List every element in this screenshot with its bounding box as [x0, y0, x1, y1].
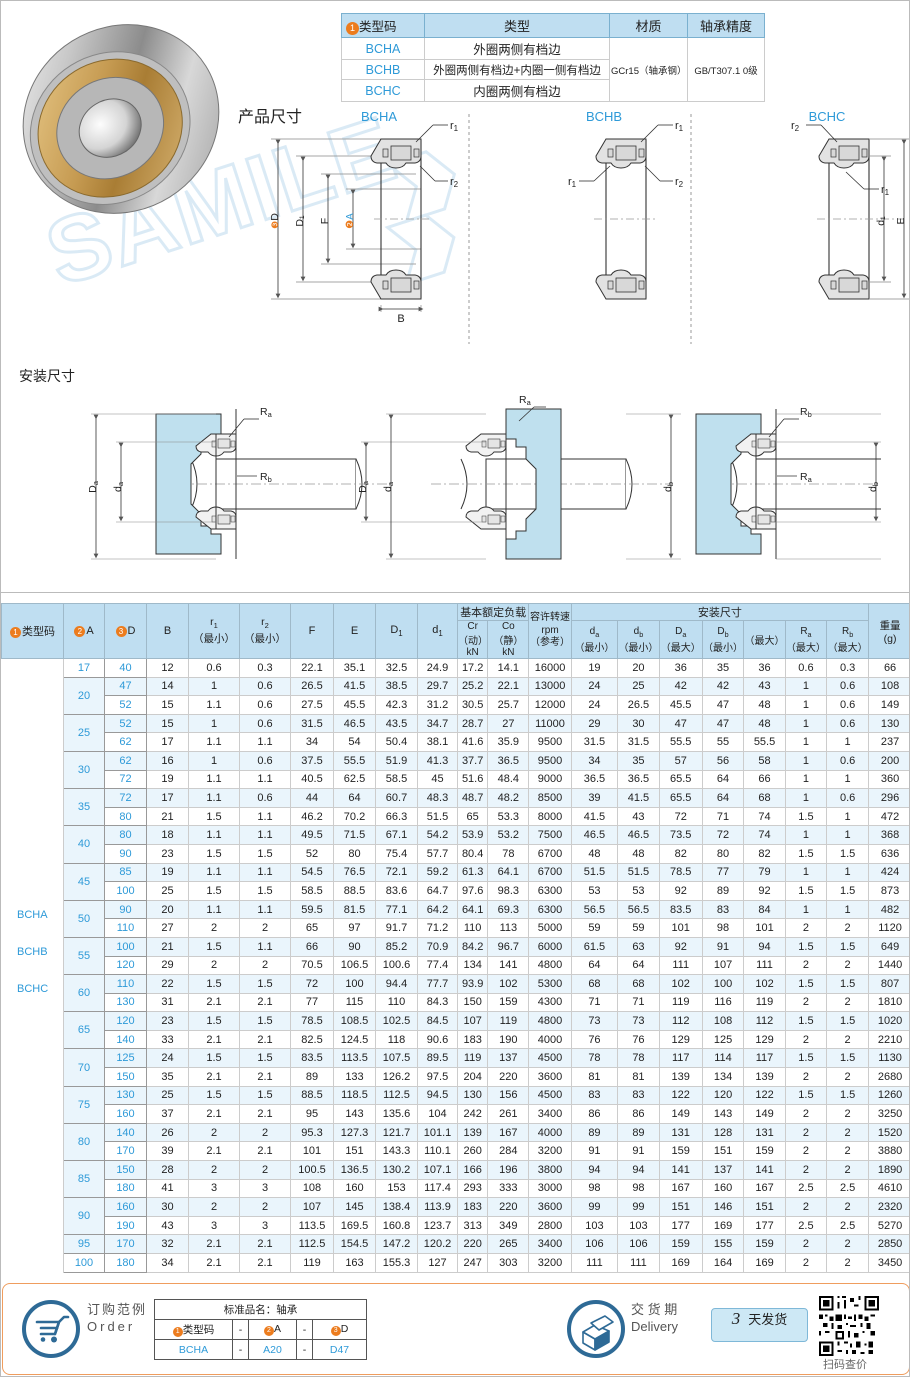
svg-text:r1: r1	[675, 120, 684, 133]
svg-text:r1: r1	[450, 120, 459, 133]
svg-text:Ra: Ra	[260, 406, 273, 419]
svg-text:r2: r2	[791, 120, 800, 133]
svg-text:d₁: d₁	[875, 216, 887, 226]
svg-text:B: B	[397, 313, 404, 325]
svg-text:r1: r1	[881, 184, 890, 197]
svg-text:BCHA: BCHA	[361, 109, 397, 124]
svg-text:da: da	[382, 481, 395, 492]
svg-text:❸D: ❸D	[269, 213, 281, 229]
svg-text:Da: Da	[87, 480, 100, 493]
svg-text:db: db	[662, 482, 675, 492]
svg-text:da: da	[112, 481, 125, 492]
svg-text:Ra: Ra	[519, 394, 532, 407]
svg-text:E: E	[895, 217, 907, 224]
svg-text:r2: r2	[675, 176, 684, 189]
svg-text:r1: r1	[568, 176, 577, 189]
svg-text:BCHC: BCHC	[809, 109, 846, 124]
svg-text:BCHB: BCHB	[586, 109, 622, 124]
svg-text:r2: r2	[450, 176, 459, 189]
svg-text:D₁: D₁	[294, 215, 306, 227]
svg-text:❷A: ❷A	[345, 213, 356, 229]
svg-text:F: F	[319, 218, 331, 224]
svg-text:Rb: Rb	[800, 406, 812, 419]
